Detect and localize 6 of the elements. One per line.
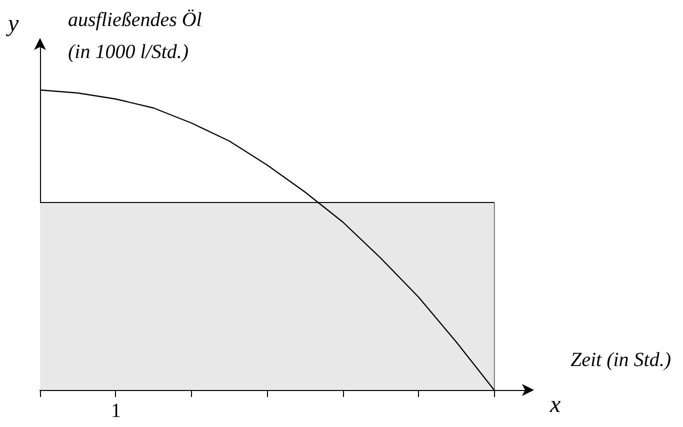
- text: Zeit (in Std.): [570, 349, 672, 371]
- y-axis-title: y: [6, 11, 19, 37]
- text: 1: [111, 400, 121, 422]
- text: ausfließendes Öl: [68, 9, 202, 31]
- x-axis-title: x: [549, 392, 561, 418]
- text: (in 1000 l/Std.): [68, 41, 189, 63]
